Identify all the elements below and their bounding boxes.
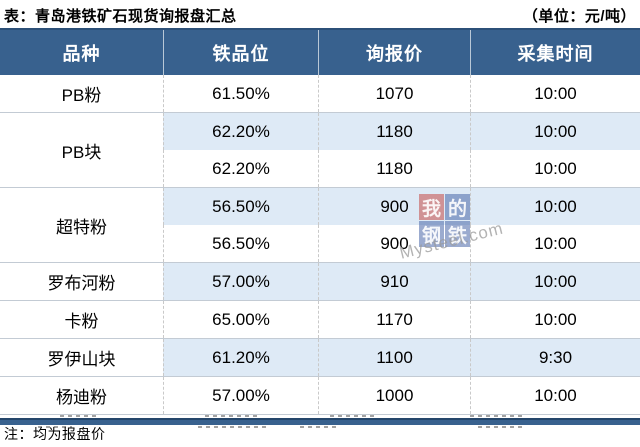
table-row: 61.20% 1100 9:30 [163,339,640,376]
table-row: 65.00% 1170 10:00 [163,301,640,338]
table-title: 表：青岛港铁矿石现货询报盘汇总 [4,7,237,25]
row-group-yandi: 杨迪粉 57.00% 1000 10:00 [0,377,640,415]
row-group-roy-hill-lump: 罗伊山块 61.20% 1100 9:30 [0,339,640,377]
time-cell: 10:00 [470,150,640,187]
price-cell: 1000 [318,377,470,414]
grade-cell: 62.20% [163,150,318,187]
grade-cell: 56.50% [163,188,318,225]
price-table: 品种 铁品位 询报价 采集时间 PB粉 61.50% 1070 10:00 PB… [0,28,640,428]
row-group-robe-river: 罗布河粉 57.00% 910 10:00 [0,263,640,301]
variety-cell: 罗布河粉 [0,263,163,300]
grade-cell: 56.50% [163,225,318,262]
variety-cell: PB粉 [0,75,163,112]
variety-cell: 超特粉 [0,188,163,262]
grade-cell: 62.20% [163,113,318,150]
grade-cell: 57.00% [163,263,318,300]
grade-cell: 61.50% [163,75,318,112]
variety-cell: 卡粉 [0,301,163,338]
variety-cell: 罗伊山块 [0,339,163,376]
header-variety: 品种 [62,43,101,64]
table-row: 62.20% 1180 10:00 [163,113,640,150]
price-cell: 1100 [318,339,470,376]
variety-cell: PB块 [0,113,163,187]
row-group-pb-lump: PB块 62.20% 1180 10:00 62.20% 1180 10:00 [0,113,640,188]
row-group-carajas: 卡粉 65.00% 1170 10:00 [0,301,640,339]
price-cell: 1170 [318,301,470,338]
time-cell: 10:00 [470,188,640,225]
time-cell: 10:00 [470,75,640,112]
title-bar: 表：青岛港铁矿石现货询报盘汇总 （单位：元/吨） [0,0,640,28]
price-cell: 900 [318,188,470,225]
grade-cell: 57.00% [163,377,318,414]
header-time: 采集时间 [470,30,640,75]
time-cell: 10:00 [470,377,640,414]
table-row: 57.00% 910 10:00 [163,263,640,300]
price-cell: 1180 [318,150,470,187]
header-grade: 铁品位 [163,30,318,75]
row-group-ssf: 超特粉 56.50% 900 10:00 56.50% 900 10:00 [0,188,640,263]
table-row: 62.20% 1180 10:00 [163,150,640,187]
time-cell: 10:00 [470,113,640,150]
time-cell: 10:00 [470,263,640,300]
time-cell: 9:30 [470,339,640,376]
table-row: 57.00% 1000 10:00 [163,377,640,414]
variety-cell: 杨迪粉 [0,377,163,414]
footnote: 注：均为报盘价 [4,426,106,442]
table-bottom-bar [0,418,640,425]
row-group-pb-fines: PB粉 61.50% 1070 10:00 [0,75,640,113]
table-row: 56.50% 900 10:00 [163,188,640,225]
time-cell: 10:00 [470,225,640,262]
truncated-row [0,415,640,428]
grade-cell: 61.20% [163,339,318,376]
unit-label: （单位：元/吨） [522,7,636,25]
price-cell: 900 [318,225,470,262]
grade-cell: 65.00% [163,301,318,338]
price-cell: 1180 [318,113,470,150]
price-cell: 1070 [318,75,470,112]
time-cell: 10:00 [470,301,640,338]
table-row: 61.50% 1070 10:00 [163,75,640,112]
price-cell: 910 [318,263,470,300]
table-header-row: 品种 铁品位 询报价 采集时间 [0,28,640,75]
table-row: 56.50% 900 10:00 [163,225,640,262]
header-price: 询报价 [318,30,470,75]
